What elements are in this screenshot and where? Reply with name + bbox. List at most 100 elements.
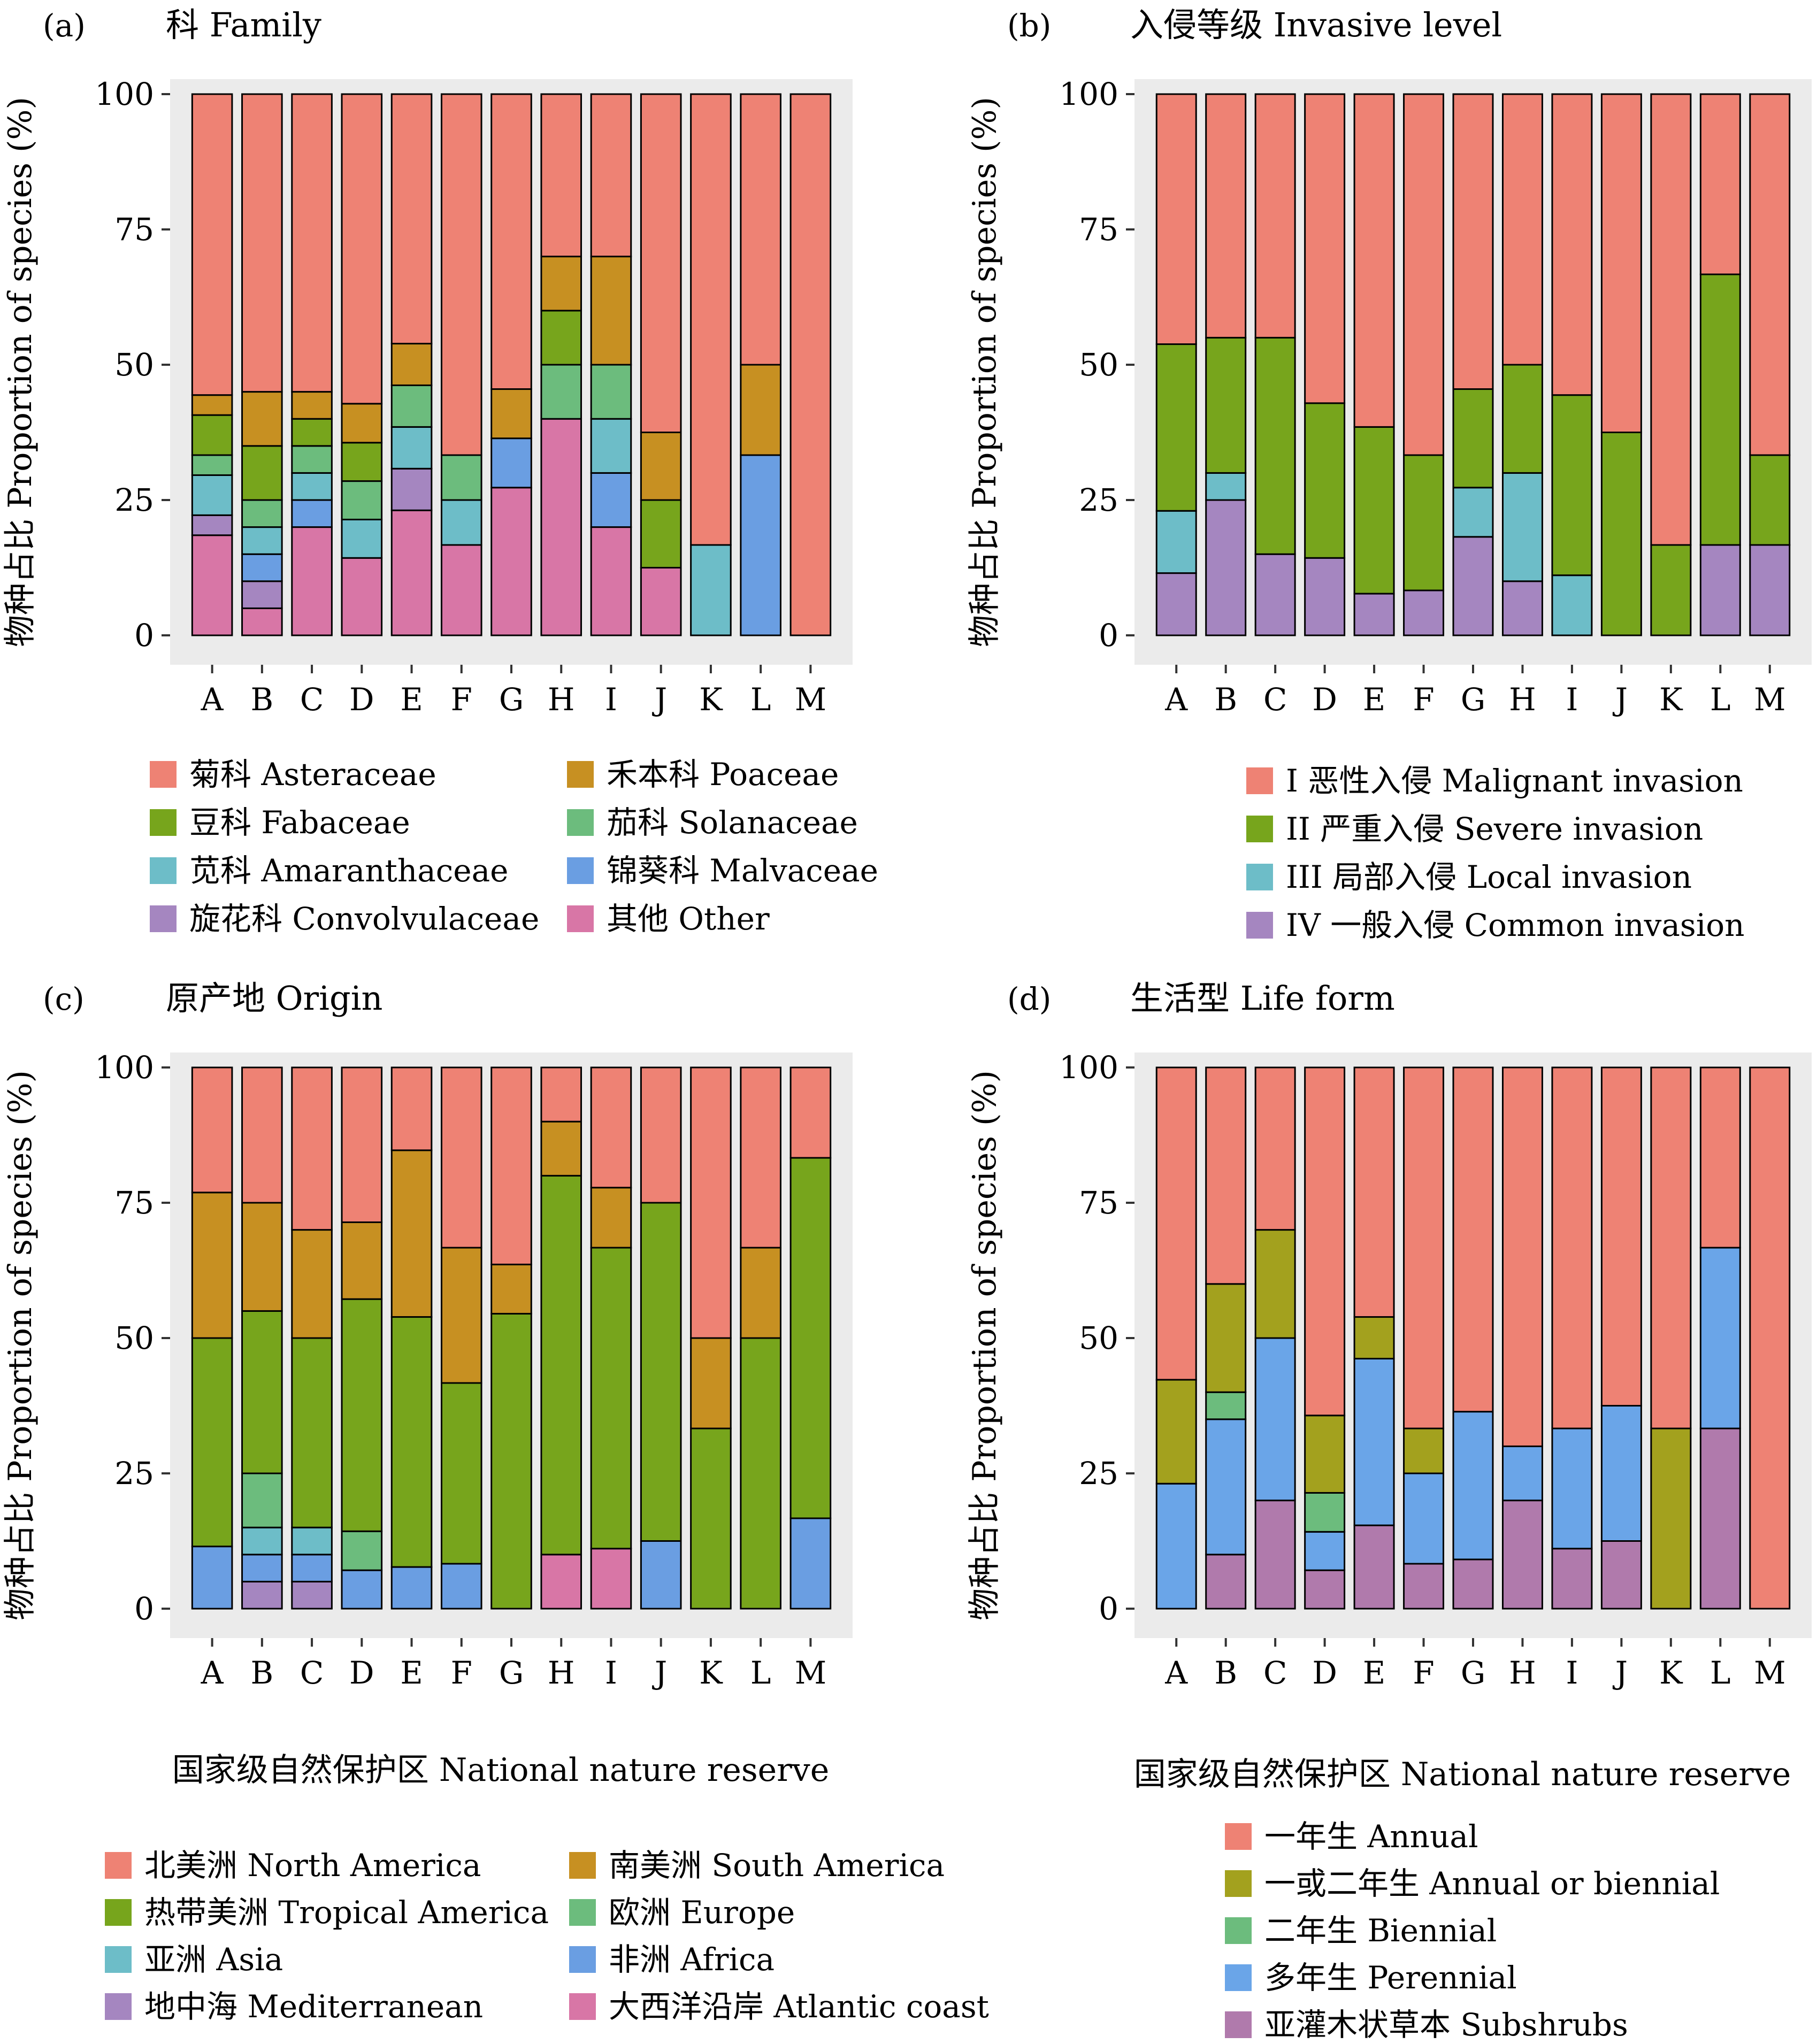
x-tick-label: A [1164, 1655, 1188, 1691]
legend-label: 大西洋沿岸 Atlantic coast [609, 1988, 989, 2025]
x-tick-label: M [1754, 1655, 1785, 1691]
legend-label: 二年生 Biennial [1264, 1912, 1497, 1949]
legend-swatch [1225, 2011, 1252, 2038]
bar-segment-A-2 [191, 1546, 233, 1610]
bar-segment-B-2 [1205, 336, 1247, 474]
legend-swatch [1246, 816, 1273, 842]
x-tick-label: E [400, 681, 423, 718]
legend-swatch [569, 1852, 596, 1879]
bar-segment-B-3 [241, 526, 283, 555]
legend-label: 菊科 Asteraceae [189, 756, 436, 793]
bar-segment-F-7 [440, 93, 482, 456]
bar-segment-D-3 [1304, 1415, 1346, 1494]
bar-segment-C-3 [1254, 1229, 1296, 1339]
bar-segment-C-2 [291, 1554, 333, 1582]
legend-label: 热带美洲 Tropical America [144, 1894, 549, 1931]
y-axis-label: 物种占比 Proportion of species (%) [2, 1070, 39, 1620]
legend-label: 苋科 Amaranthaceae [189, 852, 509, 889]
y-tick-label: 100 [1059, 1049, 1118, 1086]
chart-title: 原产地 Origin [166, 979, 382, 1018]
y-tick-label: 0 [134, 1590, 154, 1627]
bar-segment-F-3 [1403, 1427, 1445, 1474]
bar-segment-F-2 [1403, 454, 1445, 591]
x-tick-label: A [201, 681, 224, 718]
legend-label: 多年生 Perennial [1264, 1960, 1517, 1996]
bar-segment-H-2 [1501, 364, 1543, 474]
bar-segment-E-0 [1353, 1524, 1395, 1610]
bar-segment-A-3 [1155, 93, 1197, 345]
legend-label: 非洲 Africa [609, 1941, 775, 1978]
bar-segment-D-0 [1304, 1569, 1346, 1610]
bar-segment-B-5 [241, 1310, 283, 1474]
bar-segment-J-5 [640, 499, 682, 568]
bar-segment-B-3 [1205, 93, 1247, 339]
legend-swatch [1225, 1917, 1252, 1944]
bar-segment-C-4 [291, 445, 333, 474]
legend-swatch [567, 761, 594, 788]
y-tick-label: 50 [1079, 347, 1118, 383]
bar-segment-M-4 [1749, 1066, 1791, 1610]
bar-segment-H-4 [1501, 1066, 1543, 1447]
bar-segment-A-0 [191, 534, 233, 636]
x-tick-label: B [1214, 1655, 1237, 1691]
x-tick-label: K [699, 681, 723, 718]
bar-segment-K-4 [1650, 1066, 1692, 1430]
legend-swatch [1225, 1870, 1252, 1897]
x-tick-label: C [1263, 1655, 1287, 1691]
x-tick-label: B [251, 1655, 274, 1691]
chart-title: 生活型 Life form [1130, 979, 1395, 1018]
bar-segment-C-1 [291, 1580, 333, 1610]
bar-segment-E-2 [1353, 426, 1395, 595]
bar-segment-D-0 [341, 557, 383, 636]
x-tick-label: J [652, 681, 667, 718]
bar-segment-I-1 [1551, 574, 1593, 636]
bar-segment-J-6 [640, 432, 682, 501]
bar-segment-G-1 [1452, 487, 1494, 538]
y-tick-label: 50 [114, 347, 154, 383]
bar-segment-K-6 [690, 1337, 732, 1430]
bar-segment-I-0 [1551, 1548, 1593, 1610]
bar-segment-B-3 [241, 1526, 283, 1556]
x-tick-label: I [1566, 681, 1578, 718]
legend-swatch [150, 857, 177, 884]
bar-segment-I-4 [590, 364, 632, 420]
bar-segment-I-6 [590, 256, 632, 366]
bar-segment-D-1 [1304, 1531, 1346, 1571]
bar-segment-C-5 [291, 1337, 333, 1528]
x-tick-label: D [349, 681, 374, 718]
legend-swatch [569, 1899, 596, 1926]
y-tick-label: 75 [1079, 211, 1118, 248]
bar-segment-C-0 [1254, 553, 1296, 636]
bar-segment-B-1 [241, 580, 283, 609]
x-tick-label: J [1613, 1655, 1628, 1691]
bar-segment-D-7 [341, 93, 383, 405]
legend-label: 地中海 Mediterranean [144, 1988, 483, 2025]
bar-segment-H-7 [540, 1066, 582, 1123]
legend-label: II 严重入侵 Severe invasion [1286, 811, 1703, 847]
x-tick-label: B [251, 681, 274, 718]
bar-segment-L-2 [740, 454, 781, 636]
bar-segment-L-7 [740, 93, 781, 366]
legend-swatch [150, 905, 177, 932]
x-tick-label: D [1312, 1655, 1337, 1691]
y-axis-label: 物种占比 Proportion of species (%) [966, 1070, 1003, 1620]
bar-segment-I-5 [590, 1247, 632, 1550]
x-tick-label: I [605, 1655, 617, 1691]
bar-segment-I-3 [590, 418, 632, 474]
legend-swatch [1225, 1823, 1252, 1850]
bar-segment-F-0 [1403, 589, 1445, 636]
legend-label: 亚灌木状草本 Subshrubs [1264, 2007, 1628, 2043]
bar-segment-D-2 [1304, 1492, 1346, 1533]
x-tick-label: D [349, 1655, 374, 1691]
bar-segment-M-5 [789, 1157, 832, 1519]
y-tick-label: 25 [114, 482, 154, 518]
bar-segment-H-1 [1501, 472, 1543, 582]
bar-segment-B-4 [241, 1472, 283, 1528]
legend-label: 一年生 Annual [1264, 1818, 1478, 1855]
bar-segment-B-1 [241, 1580, 283, 1610]
bar-segment-M-0 [1749, 544, 1791, 636]
legend-label: 锦葵科 Malvaceae [607, 852, 878, 889]
bar-segment-G-7 [490, 1066, 532, 1265]
x-axis-label: 国家级自然保护区 National nature reserve [172, 1751, 829, 1789]
chart-panel-0: (a) 科 Family 0 25 50 75 100 物种占比 Proportion of … [2, 5, 878, 937]
